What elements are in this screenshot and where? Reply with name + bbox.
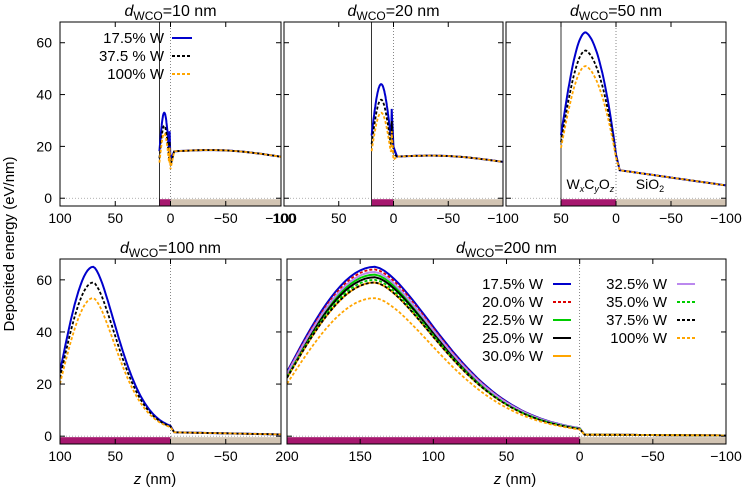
x-tick-label: 150 [348, 448, 372, 464]
x-tick-label: 50 [331, 210, 347, 226]
x-tick-label: 100 [422, 448, 446, 464]
y-tick-label: 40 [36, 324, 52, 340]
y-tick-label: 0 [44, 428, 52, 444]
wco-layer-bar [561, 199, 616, 207]
panel-title: dWCO=200 nm [456, 240, 557, 260]
panel-title: dWCO=20 nm [347, 3, 439, 23]
legend-label: 32.5% W [606, 276, 668, 293]
panel-p20: 100 50 0 −50 −100 dWCO=20 nm [272, 3, 519, 226]
panel-p10: 100 50 0 −50 −100 0 20 40 60 dWCO=10 nm 17.5% W37.… [36, 3, 297, 226]
x-tick-label: −100 [710, 210, 742, 226]
panel-p50: 50 0 −50 −100 dWCO=50 nm WxCyOz SiO2 [505, 3, 742, 226]
series-line-37-5-w [158, 124, 281, 166]
legend-label: 37.5% W [606, 312, 668, 329]
panel-title: dWCO=50 nm [570, 3, 662, 23]
series-line-100-w [287, 297, 726, 437]
wco-layer-label: WxCyOz [567, 176, 615, 194]
x-tick-label: 50 [107, 448, 123, 464]
panel-title: dWCO=10 nm [124, 3, 216, 23]
y-tick-label: 20 [36, 138, 52, 154]
series-line-37-5-w [287, 281, 726, 437]
panel-title: dWCO=100 nm [120, 240, 221, 260]
series-group [158, 111, 281, 170]
panel-p200: 200 150 100 50 0 −50 −100 dWCO=200 nm 17.5% W20.… [275, 240, 742, 488]
series-group [60, 265, 281, 436]
x-axis-label: z (nm) [493, 471, 537, 488]
x-tick-label: −100 [710, 448, 742, 464]
series-group [370, 83, 503, 163]
x-tick-label: 100 [272, 210, 296, 226]
x-tick-label: 100 [48, 210, 72, 226]
wco-layer-bar [159, 199, 171, 207]
y-tick-label: 40 [36, 87, 52, 103]
wco-layer-bar [371, 199, 394, 207]
legend-label: 100% W [610, 330, 668, 347]
y-axis-label: Deposited energy (eV/nm) [1, 156, 18, 331]
series-line-37-5-w [60, 281, 281, 436]
legend-label: 17.5% W [103, 30, 165, 47]
x-tick-label: 50 [553, 210, 569, 226]
x-tick-label: 200 [275, 448, 299, 464]
x-tick-label: −100 [265, 210, 297, 226]
sio2-layer-label: SiO2 [636, 176, 664, 194]
x-tick-label: −50 [214, 210, 238, 226]
x-tick-label: 0 [576, 448, 584, 464]
x-axis-label: z (nm) [133, 471, 177, 488]
series-line-100-w [60, 297, 281, 436]
y-tick-label: 60 [36, 35, 52, 51]
x-tick-label: −50 [436, 210, 460, 226]
legend-label: 17.5% W [482, 276, 544, 293]
y-tick-label: 60 [36, 272, 52, 288]
series-line-100-w [560, 65, 726, 187]
series-line-17-5-w [560, 31, 726, 187]
series-line-37-5-w [370, 98, 503, 163]
legend-label: 22.5% W [482, 312, 544, 329]
panel-p100: 100 50 0 −50 0 20 40 60 dWCO=100 nm z (nm) [36, 240, 282, 488]
legend-label: 35.0% W [606, 294, 668, 311]
x-tick-label: 50 [107, 210, 123, 226]
x-tick-label: 0 [167, 448, 175, 464]
x-tick-label: −50 [214, 448, 238, 464]
series-group [560, 31, 726, 187]
legend-label: 25.0% W [482, 330, 544, 347]
series-line-20-0-w [287, 268, 726, 437]
x-tick-label: −50 [659, 210, 683, 226]
legend-label: 37.5 % W [99, 48, 165, 65]
series-line-37-5-w [560, 49, 726, 187]
x-tick-label: −50 [641, 448, 665, 464]
series-line-17-5-w [158, 111, 281, 161]
y-tick-label: 0 [44, 190, 52, 206]
legend-label: 100% W [107, 66, 165, 83]
x-tick-label: −100 [487, 210, 519, 226]
legend-label: 20.0% W [482, 294, 544, 311]
x-tick-label: 100 [48, 448, 72, 464]
legend-label: 30.0% W [482, 348, 544, 365]
x-tick-label: 50 [499, 448, 515, 464]
x-tick-label: 0 [167, 210, 175, 226]
series-group [287, 265, 726, 437]
x-tick-label: 0 [612, 210, 620, 226]
series-line-100-w [158, 132, 281, 170]
series-line-100-w [370, 111, 503, 163]
x-tick-label: 0 [390, 210, 398, 226]
y-tick-label: 20 [36, 376, 52, 392]
